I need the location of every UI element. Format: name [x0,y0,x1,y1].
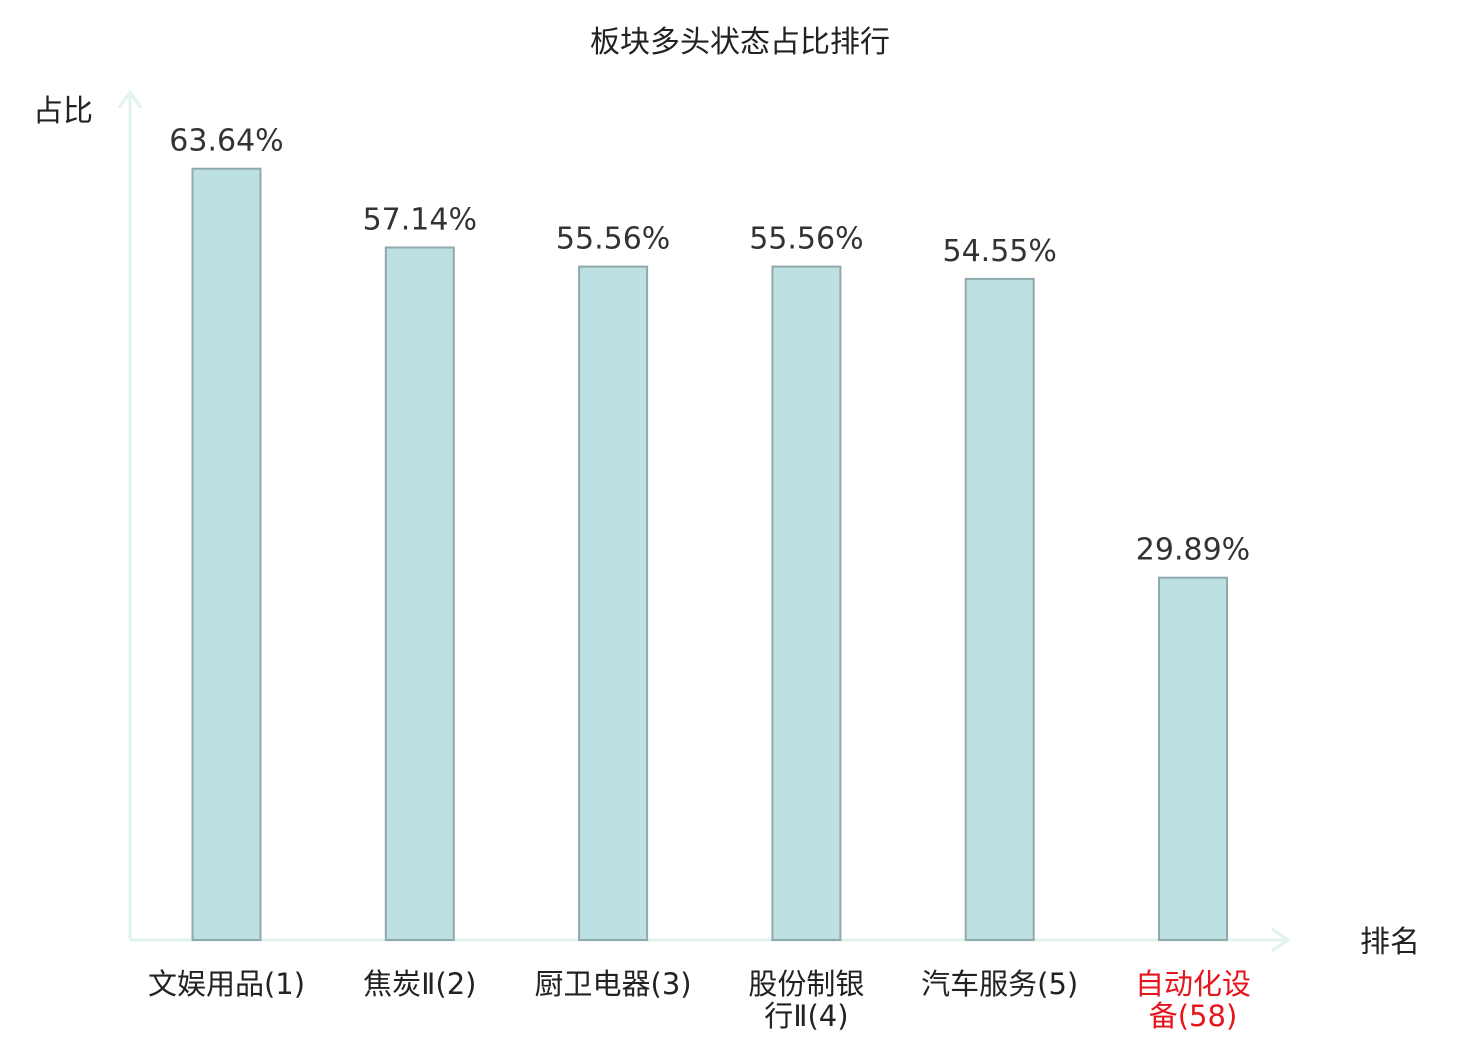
value-label-2: 57.14% [363,203,477,238]
x-axis-label: 排名 [1360,925,1420,960]
bar-4 [771,265,842,942]
value-label-3: 55.56% [556,222,670,257]
category-label-line: 自动化设 [1135,967,1251,1001]
value-labels-group: 63.64% 57.14% 55.56% 55.56% 54.55% 29.89% [169,124,1250,568]
category-label-line: 备(58) [1149,999,1238,1033]
bars-group [191,167,1228,942]
bar-6 [1158,576,1228,941]
category-label-4: 股份制银行Ⅱ(4) [748,967,864,1033]
value-label-6: 29.89% [1136,533,1250,568]
category-label-line: 焦炭Ⅱ(2) [363,967,476,1001]
chart-title: 板块多头状态占比排行 [590,25,890,60]
y-axis-label: 占比 [33,94,93,129]
bar-3 [578,265,649,942]
value-label-5: 54.55% [943,234,1057,269]
category-label-2: 焦炭Ⅱ(2) [363,967,476,1001]
category-label-line: 厨卫电器(3) [535,967,692,1001]
category-label-line: 股份制银 [748,967,864,1001]
category-label-5: 汽车服务(5) [921,967,1078,1001]
tick-labels-group: 文娱用品(1) 焦炭Ⅱ(2) 厨卫电器(3) 股份制银行Ⅱ(4) 汽车服务(5) 自动化设… [148,967,1251,1033]
category-label-1: 文娱用品(1) [148,967,305,1001]
y-axis-arrow [117,89,143,109]
value-label-1: 63.64% [169,124,283,159]
bar-1 [191,167,262,941]
category-label-line: 文娱用品(1) [148,967,305,1001]
category-label-3: 厨卫电器(3) [535,967,692,1001]
category-label-line: 汽车服务(5) [921,967,1078,1001]
bar-2 [384,246,455,941]
value-label-4: 55.56% [749,222,863,257]
category-label-line: 行Ⅱ(4) [764,999,848,1033]
x-axis-arrow [1271,927,1291,953]
category-label-6: 自动化设备(58) [1135,967,1251,1033]
bar-5 [964,277,1035,941]
